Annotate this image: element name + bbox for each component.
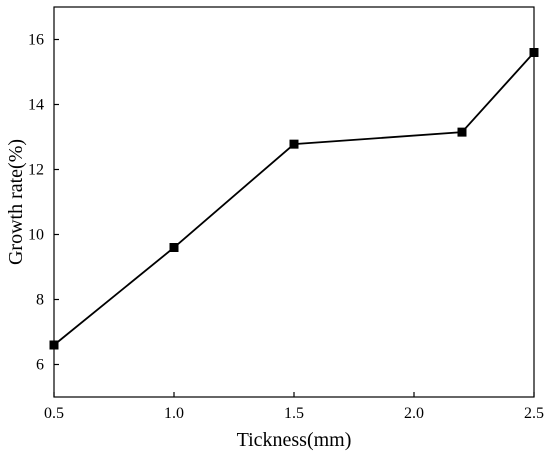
y-axis-title: Growth rate(%): [5, 139, 27, 265]
y-tick-label: 10: [28, 227, 44, 244]
x-axis-ticks: 0.5 1.0 1.5 2.0 2.5: [44, 392, 544, 422]
y-axis-ticks: 6 8 10 12 14 16: [28, 32, 59, 374]
data-point-marker: [169, 243, 179, 252]
y-tick-label: 14: [28, 97, 44, 114]
y-tick-label: 12: [28, 162, 44, 179]
y-tick-label: 16: [28, 32, 44, 49]
data-point-marker: [49, 340, 59, 350]
data-point-marker: [529, 48, 539, 57]
data-point-marker: [289, 139, 299, 149]
x-tick-label: 1.0: [164, 405, 184, 422]
x-tick-label: 2.5: [524, 405, 544, 422]
plot-frame: [53, 6, 535, 398]
x-axis-title: Tickness(mm): [237, 429, 352, 451]
series-group: [49, 48, 539, 350]
y-tick-label: 6: [36, 357, 44, 374]
x-tick-label: 1.5: [284, 405, 304, 422]
data-point-marker: [457, 127, 467, 137]
x-tick-label: 0.5: [44, 405, 64, 422]
x-tick-label: 2.0: [404, 405, 424, 422]
series-line: [53, 51, 535, 346]
y-tick-label: 8: [36, 292, 44, 309]
